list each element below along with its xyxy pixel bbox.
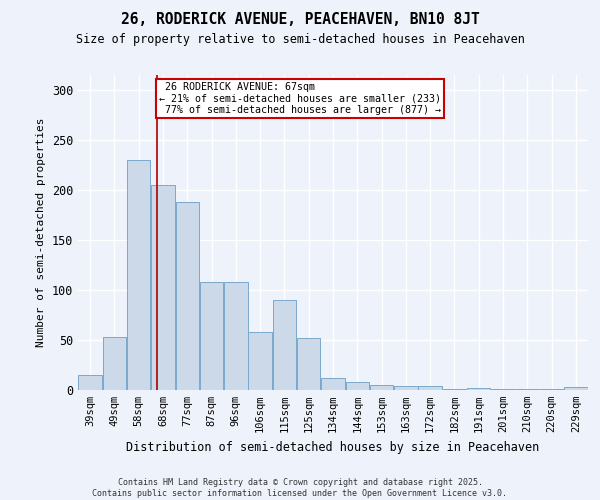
Text: Size of property relative to semi-detached houses in Peacehaven: Size of property relative to semi-detach… (76, 32, 524, 46)
Text: Contains HM Land Registry data © Crown copyright and database right 2025.
Contai: Contains HM Land Registry data © Crown c… (92, 478, 508, 498)
Bar (103, 337, 126, 390)
Text: 26, RODERICK AVENUE, PEACEHAVEN, BN10 8JT: 26, RODERICK AVENUE, PEACEHAVEN, BN10 8J… (121, 12, 479, 28)
Bar (248, 332, 272, 390)
Bar (151, 185, 175, 390)
Bar (224, 282, 248, 390)
Bar (394, 386, 418, 390)
Bar (491, 389, 515, 390)
Bar (564, 387, 587, 390)
X-axis label: Distribution of semi-detached houses by size in Peacehaven: Distribution of semi-detached houses by … (127, 440, 539, 454)
Bar (79, 375, 102, 390)
Bar (297, 338, 320, 390)
Bar (515, 389, 539, 390)
Bar (200, 282, 223, 390)
Bar (418, 386, 442, 390)
Bar (346, 382, 369, 390)
Bar (176, 202, 199, 390)
Bar (443, 389, 466, 390)
Y-axis label: Number of semi-detached properties: Number of semi-detached properties (36, 118, 46, 347)
Bar (370, 385, 394, 390)
Bar (272, 300, 296, 390)
Text: 26 RODERICK AVENUE: 67sqm
← 21% of semi-detached houses are smaller (233)
 77% o: 26 RODERICK AVENUE: 67sqm ← 21% of semi-… (160, 82, 442, 115)
Bar (467, 388, 490, 390)
Bar (127, 160, 151, 390)
Bar (321, 378, 345, 390)
Bar (540, 389, 563, 390)
